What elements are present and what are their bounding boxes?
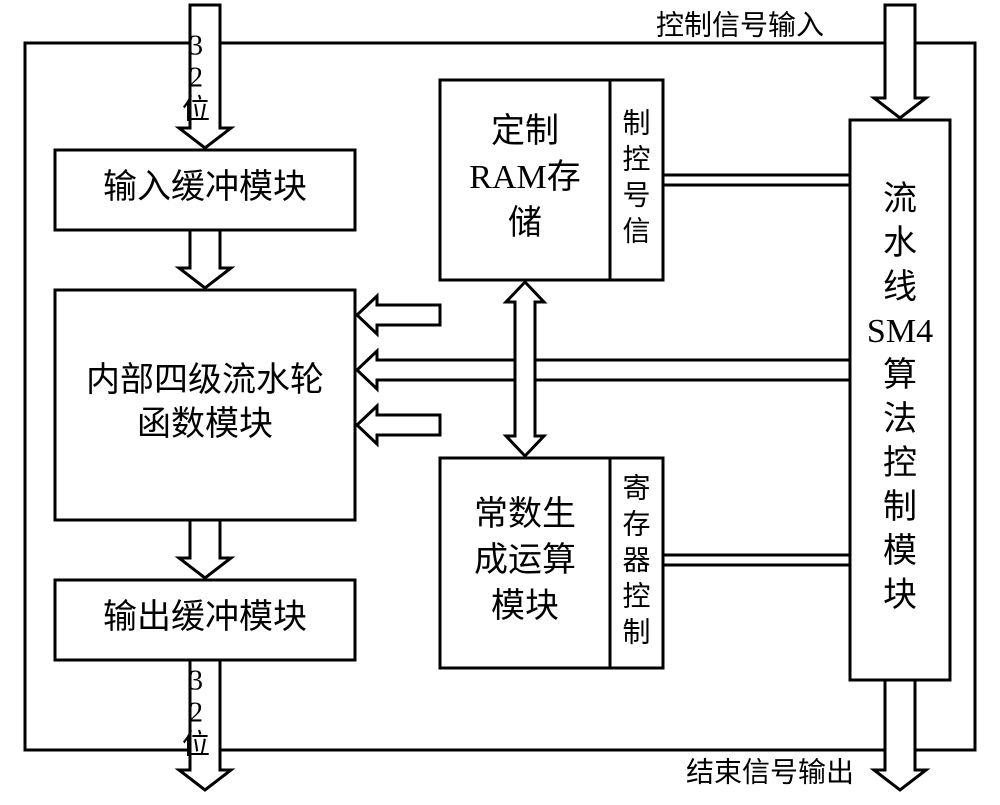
round-to-const (506, 315, 544, 456)
controller-label: 制 (883, 489, 917, 526)
output-to-out (179, 660, 231, 790)
controller-to-out (874, 680, 926, 790)
end_out-label: 结束信号输出 (686, 756, 854, 788)
controller-label: SM4 (867, 313, 933, 350)
reg_ctrl-label: 制 (622, 616, 650, 648)
controller-label: 法 (883, 400, 917, 438)
in-to-input-buf (179, 5, 231, 148)
controller-label: 块 (883, 577, 917, 614)
out_32-label: 2 (189, 697, 203, 728)
input-to-round (179, 230, 231, 288)
out_32-label: 3 (189, 665, 203, 696)
ram_ctrl-label: 制 (622, 107, 650, 139)
ram_ctrl-label: 信 (622, 215, 650, 247)
sm4-pipeline-diagram: 输入缓冲模块内部四级流水轮函数模块输出缓冲模块定制RAM存储制控号信常数生成运算… (0, 0, 1000, 805)
ctrl_in-label: 控制信号输入 (656, 9, 824, 41)
ram-label: RAM存 (469, 158, 580, 196)
out_32-label: 位 (182, 728, 210, 760)
input_buf-label: 输入缓冲模块 (103, 168, 307, 206)
controller-label: 模 (883, 532, 917, 570)
controller-label: 水 (883, 225, 917, 262)
ram_ctrl-label: 号 (622, 180, 650, 211)
ram-label: 储 (508, 204, 542, 242)
const_gen-label: 成运算 (474, 541, 576, 579)
controller-label: 控 (883, 444, 917, 482)
reg_ctrl-label: 存 (622, 508, 650, 540)
ram-label: 定制 (491, 112, 559, 150)
reg_ctrl-label: 器 (622, 545, 650, 576)
controller-label: 流 (883, 180, 917, 218)
reg_ctrl-label: 控 (622, 580, 650, 612)
in_32-label: 2 (189, 62, 203, 93)
controller-label: 线 (883, 268, 917, 306)
ctrl-to-round (357, 351, 850, 389)
in_32-label: 位 (182, 93, 210, 125)
in_32-label: 3 (189, 30, 203, 61)
round_func-label: 函数模块 (137, 405, 273, 443)
round-to-output (179, 520, 231, 578)
const_gen-label: 模块 (491, 587, 559, 625)
controller-label: 算 (883, 356, 917, 394)
ram_ctrl-label: 控 (622, 143, 650, 175)
reg_ctrl-label: 寄 (622, 472, 650, 504)
ram-to-round (357, 296, 440, 334)
output_buf-label: 输出缓冲模块 (103, 598, 307, 636)
const_gen-label: 常数生 (474, 495, 576, 533)
const-to-round (357, 406, 440, 444)
ctrl-in-to-controller (874, 5, 926, 118)
round_func-label: 内部四级流水轮 (86, 361, 324, 399)
